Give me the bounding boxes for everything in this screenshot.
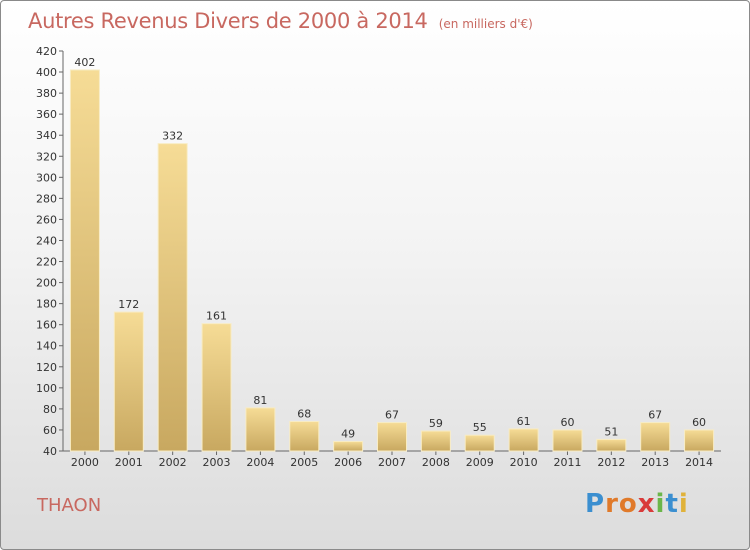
y-tick-label: 380: [36, 87, 57, 100]
bar-2013: [640, 422, 671, 452]
x-tick-label: 2008: [422, 456, 450, 469]
y-tick-label: 80: [43, 403, 57, 416]
axes: 40 60 80 100 120 140 160 180 200 220 240 260 280 300 3…: [36, 45, 721, 469]
y-tick-label: 140: [36, 340, 57, 353]
bar-2001: [113, 311, 144, 452]
value-label: 51: [604, 425, 618, 438]
chart-title: Autres Revenus Divers de 2000 à 2014: [28, 9, 428, 33]
x-tick-label: 2004: [246, 456, 274, 469]
y-tick-label: 120: [36, 361, 57, 374]
x-tick-label: 2001: [115, 456, 143, 469]
logo-letter: P: [585, 489, 606, 519]
value-label: 68: [297, 408, 311, 421]
y-tick-label: 260: [36, 213, 57, 226]
logo-letter: i: [678, 489, 689, 519]
bar-2014: [684, 429, 715, 452]
value-label: 60: [560, 416, 574, 429]
title-row: Autres Revenus Divers de 2000 à 2014 (en…: [28, 9, 533, 33]
logo-letter: x: [637, 489, 656, 519]
y-tick-label: 40: [43, 445, 57, 458]
y-tick-label: 160: [36, 319, 57, 332]
bar-2009: [464, 434, 495, 452]
value-label: 67: [385, 409, 399, 422]
bar-2008: [420, 430, 451, 452]
proxiti-logo: Proxiti: [585, 489, 689, 519]
bar-2005: [289, 421, 320, 452]
x-tick-label: 2010: [510, 456, 538, 469]
x-tick-label: 2012: [597, 456, 625, 469]
y-tick-label: 360: [36, 108, 57, 121]
value-label: 161: [206, 310, 227, 323]
y-tick-label: 240: [36, 234, 57, 247]
x-tick-label: 2009: [466, 456, 494, 469]
value-label: 81: [253, 394, 267, 407]
y-tick-label: 340: [36, 129, 57, 142]
logo-letter: t: [665, 489, 679, 519]
x-tick-label: 2000: [71, 456, 99, 469]
value-label: 49: [341, 428, 355, 441]
bar-2011: [552, 429, 583, 452]
bars: 402 172 332 161 81 68 49 67 59 55 61 60 51 67 60: [69, 56, 715, 452]
bar-2003: [201, 323, 232, 452]
logo-letter: o: [618, 489, 638, 519]
x-tick-label: 2013: [641, 456, 669, 469]
bar-2007: [377, 422, 407, 452]
bar-2004: [245, 407, 276, 452]
x-tick-label: 2003: [203, 456, 231, 469]
y-tick-label: 220: [36, 256, 57, 269]
value-label: 59: [429, 417, 443, 430]
value-label: 402: [74, 56, 95, 69]
y-tick-label: 320: [36, 150, 57, 163]
logo-letter: i: [655, 489, 666, 519]
y-tick-label: 280: [36, 192, 57, 205]
y-tick-label: 60: [43, 424, 57, 437]
y-tick-label: 200: [36, 277, 57, 290]
x-tick-label: 2007: [378, 456, 406, 469]
y-tick-label: 300: [36, 171, 57, 184]
y-tick-label: 100: [36, 382, 57, 395]
y-tick-label: 420: [36, 45, 57, 58]
y-tick-label: 180: [36, 298, 57, 311]
value-label: 61: [517, 415, 531, 428]
value-label: 67: [648, 409, 662, 422]
x-tick-label: 2005: [290, 456, 318, 469]
bar-2002: [157, 143, 188, 452]
bar-2010: [508, 428, 539, 452]
x-tick-label: 2014: [685, 456, 713, 469]
x-tick-label: 2011: [553, 456, 581, 469]
chart-subtitle: (en milliers d'€): [438, 17, 533, 31]
value-label: 60: [692, 416, 706, 429]
value-label: 332: [162, 130, 183, 143]
x-tick-label: 2002: [159, 456, 187, 469]
logo-letter: r: [605, 489, 619, 519]
town-label: THAON: [37, 495, 102, 516]
y-tick-label: 400: [36, 66, 57, 79]
x-tick-label: 2006: [334, 456, 362, 469]
value-label: 172: [118, 298, 139, 311]
bar-2000: [69, 69, 100, 452]
bar-2006: [333, 441, 364, 452]
bar-2012: [596, 438, 627, 452]
value-label: 55: [473, 421, 487, 434]
